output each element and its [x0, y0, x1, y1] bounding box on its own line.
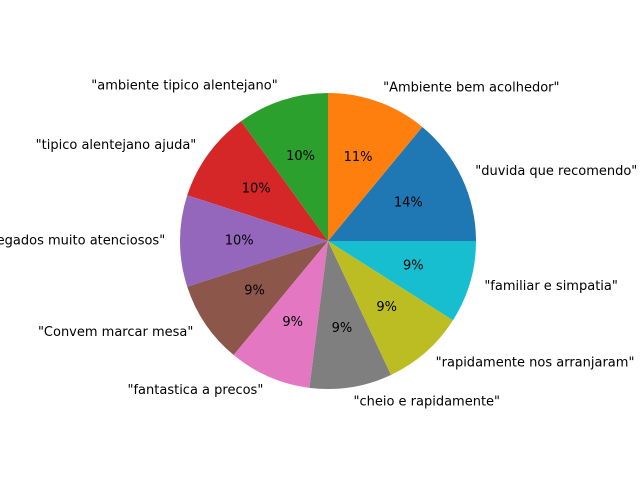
pie-slice-tipico-alentejano-ajuda	[187, 121, 328, 241]
category-label-convem-marcar-mesa: "Convem marcar mesa"	[38, 325, 193, 340]
percent-label-empregados-muito-atenciosos: 10%	[225, 234, 254, 249]
category-labels: "duvida que recomendo" "Ambiente bem acol…	[0, 79, 637, 410]
category-label-fantastica-a-precos: "fantastica a precos"	[128, 383, 264, 398]
category-label-ambiente-bem-acolhedor: "Ambiente bem acolhedor"	[383, 80, 559, 95]
pie-slice-convem-marcar-mesa	[187, 241, 328, 356]
pie-slice-empregados-muito-atenciosos	[179, 195, 328, 287]
category-label-cheio-e-rapidamente: "cheio e rapidamente"	[353, 394, 500, 409]
percent-label-convem-marcar-mesa: 9%	[244, 283, 265, 298]
pie-slices	[179, 93, 476, 389]
percent-label-duvida-que-recomendo: 14%	[394, 196, 423, 211]
category-label-ambiente-tipico-alentejano: "ambiente tipico alentejano"	[91, 79, 277, 94]
percent-label-ambiente-tipico-alentejano: 10%	[286, 149, 315, 164]
category-label-duvida-que-recomendo: "duvida que recomendo"	[475, 164, 637, 179]
category-label-tipico-alentejano-ajuda: "tipico alentejano ajuda"	[36, 138, 197, 153]
percent-label-ambiente-bem-acolhedor: 11%	[344, 150, 373, 165]
pie-slice-rapidamente-nos-arranjaram	[328, 241, 453, 375]
percent-label-fantastica-a-precos: 9%	[282, 315, 303, 330]
percent-labels: 14% 11% 10% 10% 10% 9% 9% 9% 9% 9%	[225, 149, 424, 336]
pie-slice-duvida-que-recomendo	[328, 126, 476, 241]
percent-label-familiar-e-simpatia: 9%	[403, 258, 424, 273]
percent-label-cheio-e-rapidamente: 9%	[332, 321, 353, 336]
category-label-rapidamente-nos-arranjaram: "rapidamente nos arranjaram"	[436, 356, 635, 371]
pie-slice-familiar-e-simpatia	[328, 241, 476, 321]
category-label-familiar-e-simpatia: "familiar e simpatia"	[484, 279, 618, 294]
category-label-empregados-muito-atenciosos: "empregados muito atenciosos"	[0, 234, 165, 249]
pie-slice-ambiente-tipico-alentejano	[241, 93, 328, 241]
pie-slice-ambiente-bem-acolhedor	[328, 93, 423, 241]
percent-label-rapidamente-nos-arranjaram: 9%	[376, 300, 397, 315]
percent-label-tipico-alentejano-ajuda: 10%	[242, 181, 271, 196]
pie-slice-fantastica-a-precos	[233, 241, 328, 388]
pie-slice-cheio-e-rapidamente	[309, 241, 392, 389]
